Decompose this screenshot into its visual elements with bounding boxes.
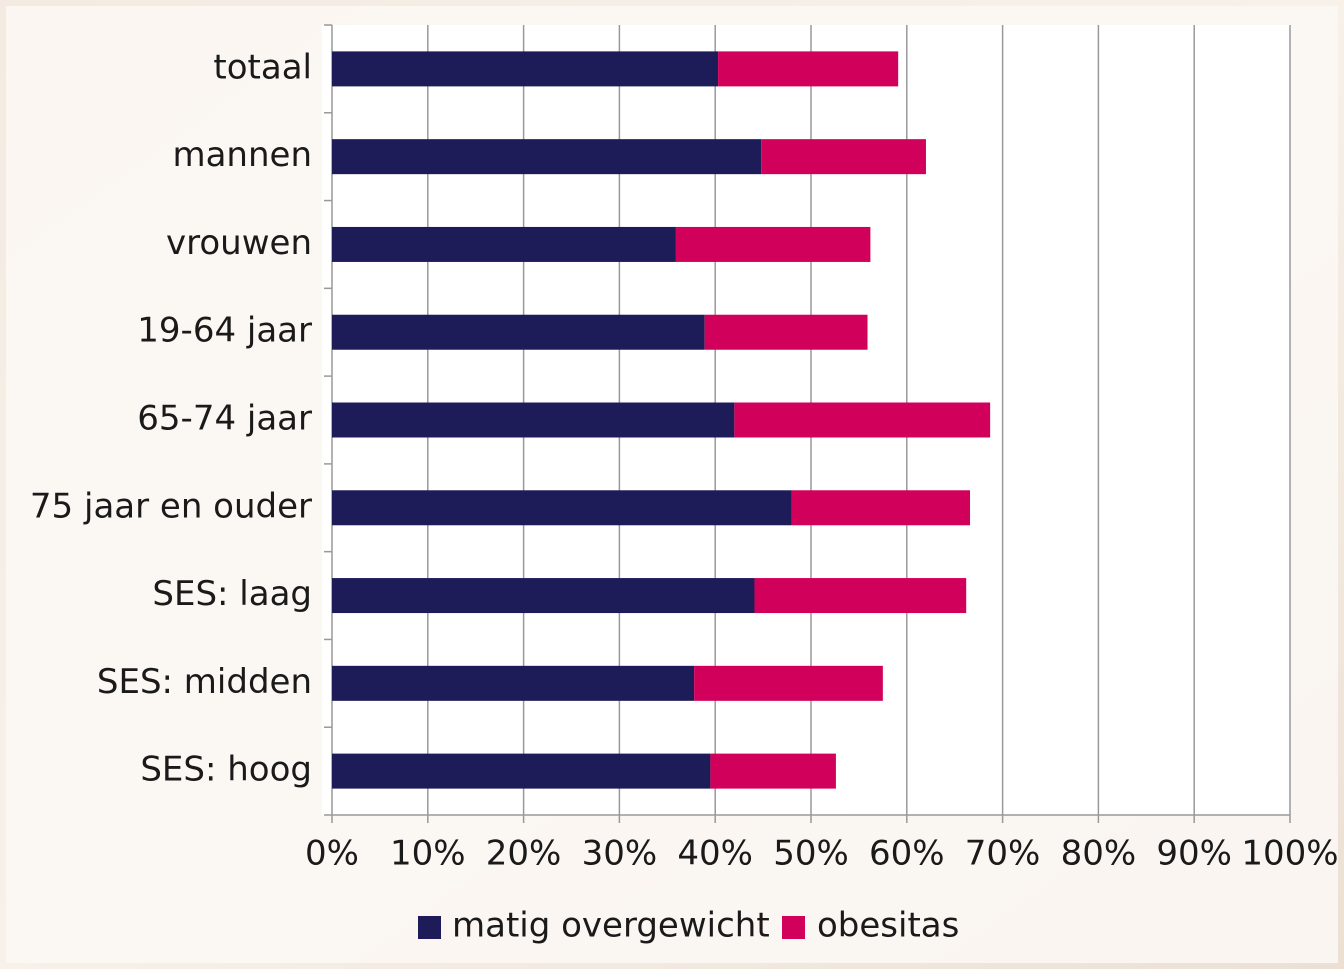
- bar-segment: [761, 139, 926, 174]
- x-tick-label: 90%: [1156, 834, 1232, 874]
- y-tick-label: vrouwen: [166, 223, 312, 263]
- bar-segment: [792, 490, 970, 525]
- legend-label: matig overgewicht: [452, 906, 770, 946]
- y-tick-label: SES: laag: [152, 574, 312, 614]
- bar-segment: [694, 666, 883, 701]
- bar-segment: [332, 51, 718, 86]
- bar-segment: [332, 754, 710, 789]
- bar-segment: [705, 315, 868, 350]
- y-tick-label: 75 jaar en ouder: [30, 486, 312, 526]
- y-tick-label: totaal: [213, 47, 312, 87]
- chart: 0% 10% 20% 30% 40% 50% 60% 70% 80% 90%100% totaal m…: [0, 0, 1344, 969]
- legend-swatch: [418, 916, 441, 939]
- x-tick-label: 50%: [773, 834, 849, 874]
- bar-segment: [676, 227, 870, 262]
- y-tick-label: 19-64 jaar: [137, 311, 312, 351]
- x-tick-label: 80%: [1061, 834, 1137, 874]
- x-tick-label: 30%: [582, 834, 658, 874]
- bar-segment: [754, 578, 966, 613]
- x-tick-label: 100%: [1241, 834, 1338, 874]
- y-tick-label: mannen: [172, 135, 312, 175]
- bar-segment: [332, 490, 792, 525]
- bar-segment: [332, 315, 705, 350]
- x-tick-label: 10%: [390, 834, 466, 874]
- y-tick-label: SES: hoog: [140, 750, 312, 790]
- x-tick-label: 20%: [486, 834, 562, 874]
- bar-segment: [718, 51, 898, 86]
- page: 0% 10% 20% 30% 40% 50% 60% 70% 80% 90%100% totaal m…: [0, 0, 1344, 969]
- bar-segment: [332, 666, 694, 701]
- x-tick-label: 60%: [869, 834, 945, 874]
- bar-segment: [332, 403, 734, 438]
- bar-segment: [710, 754, 835, 789]
- x-tick-label: 40%: [677, 834, 753, 874]
- bar-segment: [332, 227, 676, 262]
- legend-swatch: [782, 916, 805, 939]
- bar-segment: [734, 403, 990, 438]
- y-tick-label: 65-74 jaar: [137, 399, 312, 439]
- bar-segment: [332, 578, 754, 613]
- bar-segment: [332, 139, 761, 174]
- y-tick-label: SES: midden: [97, 662, 312, 702]
- legend-label: obesitas: [817, 906, 959, 946]
- x-tick-label: 0%: [305, 834, 359, 874]
- x-tick-label: 70%: [965, 834, 1041, 874]
